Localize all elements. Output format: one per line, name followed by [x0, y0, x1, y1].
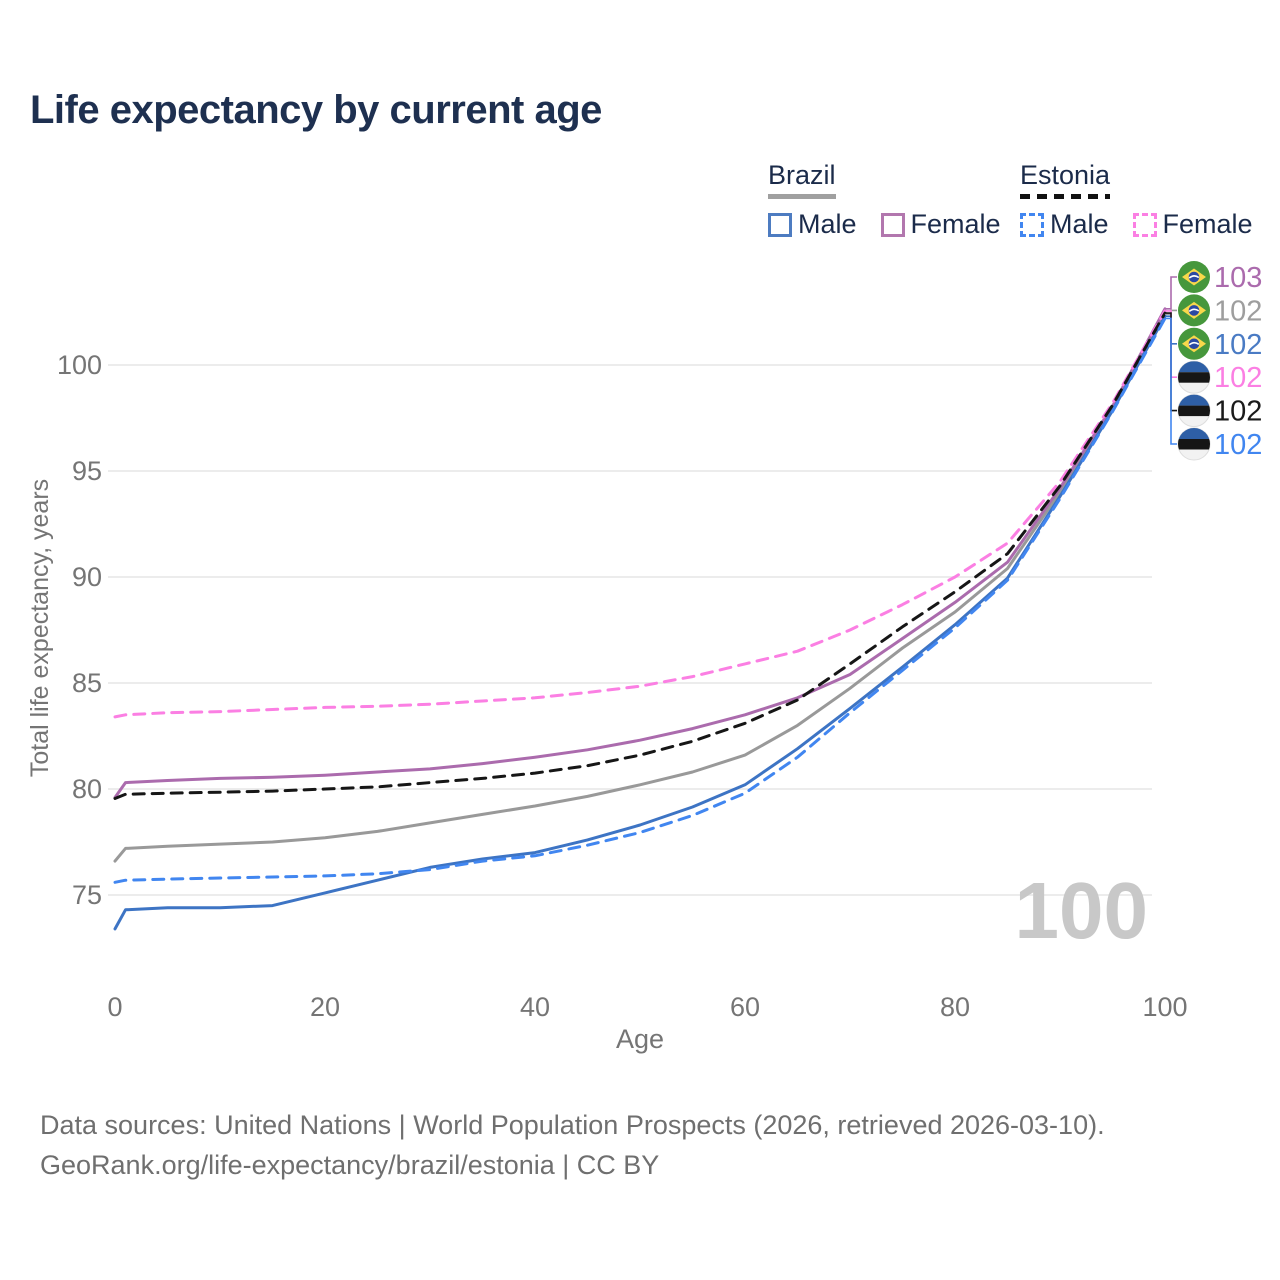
- end-label-row-estonia-total[interactable]: 102: [1177, 394, 1262, 428]
- y-tick-label-75: 75: [72, 880, 102, 910]
- end-value-label: 102: [1214, 429, 1262, 461]
- y-tick-label-95: 95: [72, 456, 102, 486]
- legend-group-label-estonia[interactable]: Estonia: [1020, 160, 1111, 199]
- brazil-flag-icon: [1178, 294, 1210, 327]
- legend-item-brazil-male[interactable]: Male: [768, 209, 857, 240]
- series-line-brazil-male[interactable]: [113, 314, 1167, 931]
- legend-group-text: Brazil: [768, 160, 836, 190]
- page-title: Life expectancy by current age: [30, 88, 602, 132]
- end-label-row-brazil-total[interactable]: 102: [1178, 294, 1262, 327]
- y-tick-label-100: 100: [57, 350, 102, 380]
- end-label-connector: [1165, 317, 1177, 445]
- legend-group-label-brazil[interactable]: Brazil: [768, 160, 836, 199]
- legend-group-brazil: Brazil Male Female: [768, 160, 1001, 240]
- end-value-label: 102: [1214, 362, 1262, 394]
- estonia-flag-icon: [1177, 360, 1211, 394]
- legend-item-label: Male: [798, 209, 857, 239]
- x-tick-label-20: 20: [310, 992, 340, 1022]
- end-value-label: 102: [1214, 329, 1262, 361]
- brazil-female-swatch-icon: [880, 212, 905, 237]
- estonia-male-swatch-icon: [1020, 212, 1044, 237]
- end-value-label: 103: [1214, 262, 1262, 294]
- legend-item-label: Female: [910, 209, 1001, 239]
- footer-attribution-line: GeoRank.org/life-expectancy/brazil/eston…: [40, 1150, 660, 1180]
- end-value-label: 102: [1214, 396, 1262, 428]
- footer-sources-line: Data sources: United Nations | World Pop…: [40, 1110, 1105, 1140]
- legend-item-estonia-male[interactable]: Male: [1020, 209, 1109, 240]
- data-sources-footer: Data sources: United Nations | World Pop…: [40, 1105, 1105, 1185]
- hover-age-watermark: 100: [1015, 866, 1148, 955]
- x-tick-label-80: 80: [940, 992, 970, 1022]
- legend-group-text: Estonia: [1020, 160, 1111, 190]
- estonia-dashed-line-swatch: [1020, 194, 1111, 199]
- estonia-flag-icon: [1177, 394, 1211, 428]
- x-tick-label-60: 60: [730, 992, 760, 1022]
- estonia-female-swatch-icon: [1132, 212, 1157, 237]
- legend-item-estonia-female[interactable]: Female: [1132, 209, 1253, 240]
- end-label-connector: [1165, 276, 1177, 310]
- legend-item-label: Female: [1162, 209, 1253, 239]
- end-value-label: 102: [1214, 295, 1262, 327]
- legend-item-label: Male: [1050, 209, 1109, 239]
- estonia-flag-icon: [1177, 427, 1211, 461]
- x-tick-label-40: 40: [520, 992, 550, 1022]
- end-label-row-estonia-female[interactable]: 102: [1177, 360, 1262, 394]
- brazil-male-swatch-icon: [768, 212, 792, 237]
- y-tick-label-85: 85: [72, 668, 102, 698]
- legend-group-estonia: Estonia Male Female: [1020, 160, 1253, 240]
- legend-item-brazil-female[interactable]: Female: [880, 209, 1001, 240]
- brazil-flag-icon: [1178, 261, 1210, 293]
- y-tick-label-90: 90: [72, 562, 102, 592]
- end-label-row-estonia-male[interactable]: 102: [1177, 427, 1262, 461]
- series-line-brazil-total[interactable]: [113, 312, 1167, 863]
- end-label-row-brazil-male[interactable]: 102: [1178, 327, 1262, 361]
- series-line-estonia-male[interactable]: [113, 316, 1167, 884]
- end-label-row-brazil-female[interactable]: 103: [1178, 261, 1262, 294]
- y-axis-title: Total life expectancy, years: [26, 479, 54, 777]
- x-tick-label-100: 100: [1142, 992, 1187, 1022]
- x-axis-title: Age: [616, 1024, 664, 1054]
- x-tick-label-0: 0: [107, 992, 122, 1022]
- brazil-solid-line-swatch: [768, 194, 836, 199]
- brazil-flag-icon: [1178, 327, 1210, 360]
- series-line-estonia-female[interactable]: [113, 309, 1167, 719]
- series-line-brazil-female[interactable]: [113, 307, 1167, 799]
- series-line-estonia-total[interactable]: [113, 311, 1167, 800]
- y-tick-label-80: 80: [72, 774, 102, 804]
